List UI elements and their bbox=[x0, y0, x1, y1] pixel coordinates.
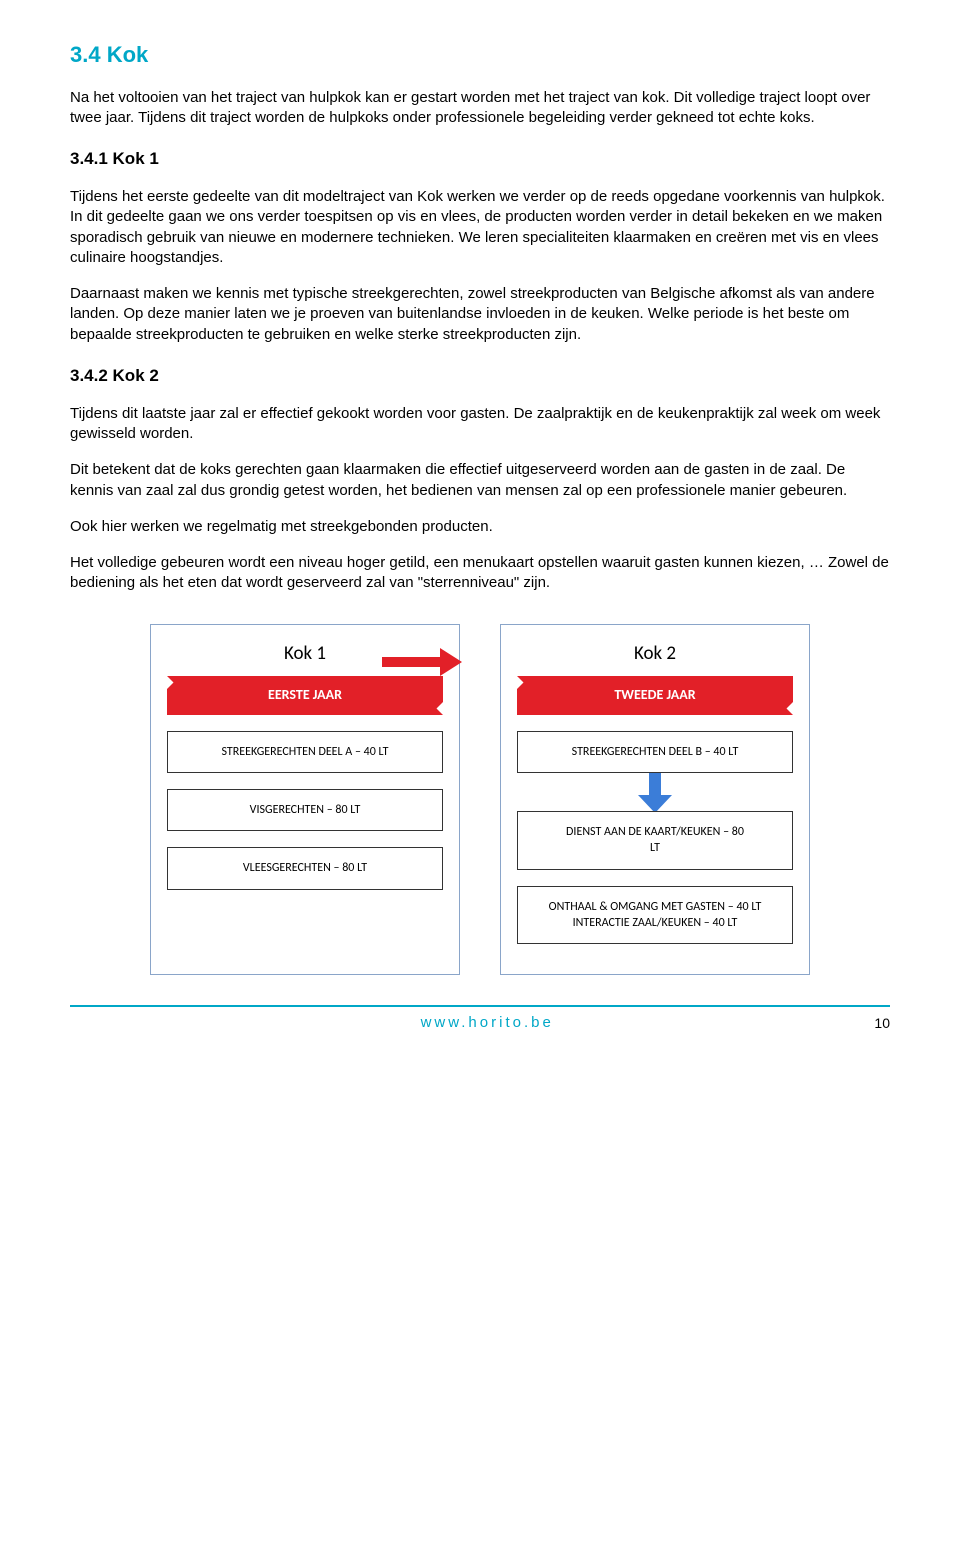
kok2-module-3: ONTHAAL & OMGANG MET GASTEN – 40 LT INTE… bbox=[517, 886, 793, 944]
kok2-module-1: STREEKGERECHTEN DEEL B – 40 LT bbox=[517, 731, 793, 773]
footer-url: www.horito.be bbox=[100, 1013, 874, 1033]
kok1-module-1: STREEKGERECHTEN DEEL A – 40 LT bbox=[167, 731, 443, 773]
paragraph-342a: Tijdens dit laatste jaar zal er effectie… bbox=[70, 404, 890, 445]
paragraph-342d: Het volledige gebeuren wordt een niveau … bbox=[70, 553, 890, 594]
kok2-module-3-line2: INTERACTIE ZAAL/KEUKEN – 40 LT bbox=[524, 915, 786, 931]
kok2-module-2-line1: DIENST AAN DE KAART/KEUKEN – 80 bbox=[566, 825, 744, 839]
kok-diagram: Kok 1 EERSTE JAAR STREEKGERECHTEN DEEL A… bbox=[70, 624, 890, 975]
kok1-column: Kok 1 EERSTE JAAR STREEKGERECHTEN DEEL A… bbox=[150, 624, 460, 975]
kok2-column: Kok 2 TWEEDE JAAR STREEKGERECHTEN DEEL B… bbox=[500, 624, 810, 975]
paragraph-341a: Tijdens het eerste gedeelte van dit mode… bbox=[70, 187, 890, 268]
heading-3-4-1: 3.4.1 Kok 1 bbox=[70, 148, 890, 171]
kok1-year-box: EERSTE JAAR bbox=[167, 676, 443, 715]
kok2-module-2: DIENST AAN DE KAART/KEUKEN – 80 LT bbox=[517, 811, 793, 869]
intro-paragraph: Na het voltooien van het traject van hul… bbox=[70, 88, 890, 129]
kok1-module-2: VISGERECHTEN – 80 LT bbox=[167, 789, 443, 831]
paragraph-342b: Dit betekent dat de koks gerechten gaan … bbox=[70, 460, 890, 501]
heading-3-4: 3.4 Kok bbox=[70, 40, 890, 70]
kok1-module-3: VLEESGERECHTEN – 80 LT bbox=[167, 847, 443, 889]
arrow-red-icon bbox=[382, 648, 462, 676]
kok2-module-3-line1: ONTHAAL & OMGANG MET GASTEN – 40 LT bbox=[549, 900, 762, 914]
arrow-blue-icon bbox=[638, 773, 672, 813]
paragraph-342c: Ook hier werken we regelmatig met streek… bbox=[70, 517, 890, 537]
kok2-year-box: TWEEDE JAAR bbox=[517, 676, 793, 715]
page-number: 10 bbox=[874, 1014, 890, 1033]
kok2-module-2-line2: LT bbox=[524, 840, 786, 856]
kok2-title: Kok 2 bbox=[634, 641, 676, 667]
page-footer: www.horito.be 10 bbox=[70, 1005, 890, 1033]
heading-3-4-2: 3.4.2 Kok 2 bbox=[70, 365, 890, 388]
kok1-title: Kok 1 bbox=[284, 641, 326, 667]
paragraph-341b: Daarnaast maken we kennis met typische s… bbox=[70, 284, 890, 345]
